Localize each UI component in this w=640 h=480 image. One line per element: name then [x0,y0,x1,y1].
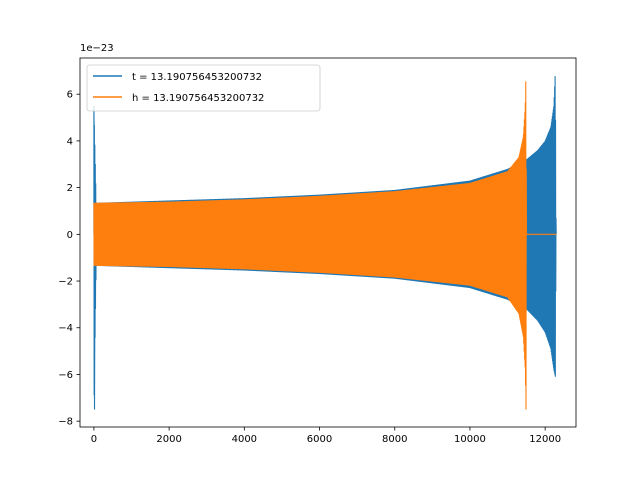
x-tick-label: 6000 [307,434,332,445]
plot-frame [79,57,577,428]
y-tick-label: −2 [58,277,73,288]
y-tick-label: 6 [67,90,73,101]
y-tick-label: −8 [58,417,73,428]
x-tick-label: 12000 [529,434,561,445]
series-layer [93,76,557,410]
y-tick-label: 2 [67,183,73,194]
y-tick-label: −4 [58,323,73,334]
series-line-2 [93,81,557,410]
x-axis: 0 2000 4000 6000 8000 10000 12000 [91,427,561,445]
x-tick-label: 8000 [382,434,407,445]
legend-box [86,64,321,112]
x-tick-label: 10000 [454,434,486,445]
x-tick-label: 2000 [156,434,181,445]
x-tick-label: 4000 [232,434,257,445]
legend-label-2: h = 13.190756453200732 [132,93,264,104]
y-tick-label: 0 [67,230,73,241]
y-tick-label: 4 [67,136,73,147]
y-axis: −8 −6 −4 −2 0 2 4 6 [58,90,80,428]
legend: t = 13.190756453200732 h = 13.19075645320… [86,64,321,112]
y-tick-label: −6 [58,370,73,381]
x-tick-label: 0 [91,434,97,445]
legend-label-1: t = 13.190756453200732 [132,72,262,83]
y-offset-label: 1e−23 [80,43,114,54]
